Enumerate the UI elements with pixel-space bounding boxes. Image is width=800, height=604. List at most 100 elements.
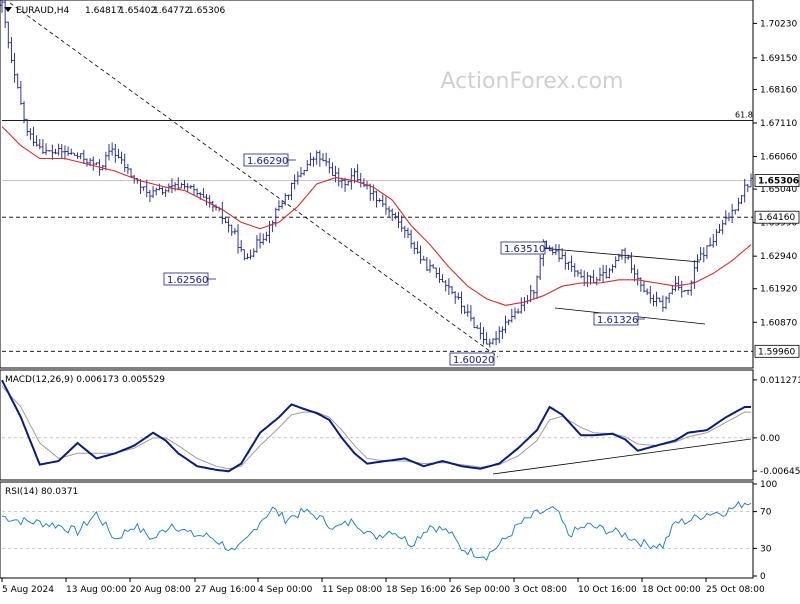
watermark: ActionForex.com [441, 69, 624, 94]
price-bar [617, 253, 621, 262]
macd-trendline [492, 438, 752, 475]
time-tick-label: 3 Oct 08:00 [514, 585, 567, 595]
price-bar [236, 224, 240, 254]
price-bar [670, 285, 674, 295]
price-bar [50, 144, 54, 160]
price-bar [431, 264, 435, 269]
price-bar [76, 152, 80, 159]
price-bar [387, 206, 391, 217]
price-bar [463, 305, 467, 314]
price-bar [409, 229, 413, 249]
price-tick-label: 1.63990 [760, 219, 797, 229]
price-bar [519, 297, 523, 314]
price-bar [680, 280, 684, 298]
price-bar [566, 261, 570, 270]
price-tick-label: 1.61920 [760, 285, 797, 295]
time-tick-label: 13 Aug 00:00 [66, 585, 127, 595]
price-bar [157, 183, 161, 191]
macd-signal-line [1, 386, 751, 470]
price-bar [664, 296, 668, 310]
price-bar [362, 178, 366, 188]
price-bar [601, 264, 605, 283]
price-bar [223, 216, 227, 224]
price-bar [44, 143, 48, 156]
moving-average [1, 126, 752, 306]
collapse-triangle-icon[interactable] [4, 7, 12, 12]
macd-tick-label: -0.006453 [760, 467, 800, 477]
price-bar [120, 151, 124, 165]
price-bar [648, 286, 652, 304]
price-bar [607, 267, 611, 279]
price-bar [277, 200, 281, 211]
price-bar [6, 21, 10, 49]
price-bar [343, 177, 347, 192]
price-bar [25, 118, 29, 136]
price-bar [686, 289, 690, 295]
price-bar [441, 274, 445, 283]
price-bar [444, 279, 448, 292]
price-bar [72, 152, 76, 156]
price-bar [491, 338, 495, 345]
price-bar [535, 275, 539, 300]
fib-61-8-label: 61.8 [735, 110, 753, 119]
price-bar [425, 257, 429, 272]
price-bar [312, 156, 316, 167]
price-bar [261, 233, 265, 245]
time-tick-label: 11 Sep 08:00 [322, 585, 382, 595]
price-bar [573, 263, 577, 278]
price-bar [161, 187, 164, 196]
price-bar [283, 193, 287, 206]
time-tick-label: 5 Aug 2024 [2, 585, 54, 595]
price-bar [249, 249, 253, 260]
price-bar [696, 254, 699, 272]
price-bar [469, 305, 473, 322]
price-bar [334, 165, 338, 183]
price-bar [611, 264, 615, 273]
time-tick-label: 18 Oct 00:00 [642, 585, 701, 595]
price-bar [142, 186, 146, 191]
price-bar [497, 326, 501, 344]
current-price-box [754, 174, 800, 188]
price-bar [151, 186, 155, 199]
price-bar [245, 253, 249, 260]
price-bar [290, 182, 294, 200]
price-bar [422, 255, 426, 261]
price-bar [176, 177, 180, 191]
price-tick-label: 1.70230 [760, 19, 797, 29]
price-bar [403, 225, 407, 238]
price-bar [626, 254, 630, 260]
price-bar [563, 251, 567, 270]
key-level-label: 1.64160 [758, 213, 795, 223]
price-bar [733, 209, 737, 215]
price-bar [205, 194, 209, 206]
price-bar [532, 290, 536, 300]
price-bar [252, 248, 256, 258]
current-price-label: 1.65306 [758, 177, 799, 187]
header-high: 1.65402 [119, 6, 156, 16]
time-tick-label: 4 Sep 00:00 [258, 585, 313, 595]
price-bar [699, 247, 703, 261]
price-bar [154, 187, 158, 196]
price-tick-label: 1.62940 [760, 252, 797, 262]
price-levels: 61.8 1.65306 1.64160 1.59960 [2, 110, 800, 358]
price-bar [41, 139, 45, 155]
price-bar [195, 188, 199, 197]
price-bar [264, 231, 268, 242]
price-bar [54, 148, 57, 155]
price-annotation: 1.62560 [163, 272, 209, 286]
price-bar [459, 291, 463, 314]
price-bar [38, 138, 42, 150]
macd-label: MACD(12,26,9) 0.006173 0.005529 [5, 375, 165, 385]
price-bar [82, 149, 86, 164]
price-bar [507, 319, 511, 326]
rsi-line [1, 500, 752, 561]
price-bar [107, 143, 111, 161]
price-bar [485, 332, 489, 345]
price-bar [116, 148, 120, 159]
price-tick-label: 1.68160 [760, 85, 797, 95]
price-bar [302, 170, 306, 176]
price-bar [692, 260, 696, 289]
channel-upper-line [539, 247, 701, 263]
price-bar [683, 289, 687, 292]
price-annotation-label: 1.60020 [453, 355, 494, 366]
